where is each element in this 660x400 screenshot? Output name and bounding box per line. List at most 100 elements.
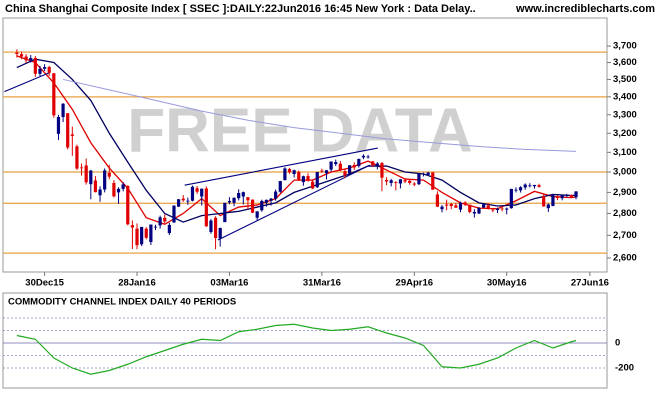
candle-body <box>181 198 185 201</box>
candle-body <box>394 182 398 183</box>
cci-title: COMMODITY CHANNEL INDEX DAILY 40 PERIODS <box>8 297 236 308</box>
candle-body <box>398 179 403 184</box>
candle-body <box>237 193 241 199</box>
candle-body <box>112 182 116 197</box>
y-tick-label: 2,600 <box>613 252 637 263</box>
candle-body <box>421 173 426 175</box>
source: www.incrediblecharts.com <box>515 3 655 15</box>
candle-body <box>495 208 500 211</box>
candle-body <box>408 180 412 183</box>
candle-body <box>431 172 435 190</box>
candle-body <box>75 146 79 169</box>
candle-body <box>560 195 564 199</box>
x-tick-label: 31Mar16 <box>303 278 341 289</box>
candle-body <box>361 155 366 158</box>
candle-body <box>177 199 181 207</box>
watermark: FREE DATA <box>127 96 473 165</box>
y-tick-label: -200 <box>615 363 634 374</box>
y-tick-label: 3,200 <box>613 128 637 139</box>
candle-body <box>551 195 555 207</box>
candle-body <box>426 172 430 175</box>
candle-body <box>546 204 550 209</box>
x-tick-label: 27Jun16 <box>571 278 609 289</box>
candle-body <box>334 162 338 165</box>
x-tick-label: 28Jan16 <box>118 278 156 289</box>
x-tick-label: 30May16 <box>487 278 527 289</box>
candle-body <box>417 173 421 185</box>
candle-body <box>324 170 329 174</box>
moving-average <box>62 78 577 152</box>
candle-body <box>158 217 162 226</box>
candle-body <box>107 172 111 177</box>
candle-body <box>463 202 467 205</box>
candle-body <box>315 172 319 188</box>
candle-body <box>149 224 153 243</box>
candle-body <box>144 228 148 238</box>
candle-body <box>195 188 199 192</box>
candle-body <box>84 165 88 183</box>
candle-body <box>532 184 537 187</box>
candle-body <box>116 188 121 193</box>
x-tick-label: 29Apr16 <box>396 278 434 289</box>
candle-body <box>223 202 227 223</box>
candle-body <box>56 116 61 134</box>
candle-body <box>565 194 569 196</box>
candle-body <box>204 188 208 227</box>
candle-body <box>380 163 384 178</box>
candle-body <box>482 204 486 208</box>
candle-body <box>320 170 324 172</box>
candle-body <box>357 158 361 167</box>
candle-body <box>126 186 130 225</box>
candle-body <box>472 211 476 214</box>
candle-body <box>509 188 513 209</box>
candle-body <box>555 196 560 199</box>
candle-body <box>52 73 56 116</box>
candle-body <box>301 176 305 183</box>
candle-body <box>227 200 232 203</box>
candle-body <box>338 163 342 171</box>
cci-line <box>16 323 577 375</box>
candle-body <box>477 208 481 214</box>
candle-body <box>287 169 292 173</box>
candle-body <box>412 183 416 185</box>
candle-body <box>440 206 444 210</box>
candle-body <box>172 205 176 223</box>
candle-body <box>274 191 278 199</box>
candle-body <box>449 203 453 207</box>
candle-body <box>569 195 574 197</box>
candle-body <box>140 226 144 245</box>
candle-body <box>186 200 190 202</box>
candle-body <box>135 228 139 246</box>
y-tick-label: 3,000 <box>613 167 637 178</box>
candle-body <box>505 208 509 210</box>
candle-body <box>528 185 532 187</box>
candle-body <box>232 197 236 203</box>
candle-body <box>98 189 102 196</box>
candle-body <box>269 198 273 201</box>
candle-body <box>343 171 347 176</box>
candle-body <box>250 199 255 213</box>
y-tick-label: 2,800 <box>613 208 637 219</box>
price-panel <box>2 17 608 273</box>
trend-line <box>4 72 50 93</box>
candle-body <box>24 56 28 61</box>
candle-body <box>278 181 282 192</box>
y-tick-label: 3,300 <box>613 109 637 120</box>
candle-body <box>435 194 439 207</box>
candle-body <box>121 184 125 189</box>
candle-body <box>311 181 315 189</box>
x-tick-label: 30Dec15 <box>25 278 64 289</box>
candle-body <box>103 170 107 190</box>
candle-body <box>29 58 33 61</box>
candle-body <box>537 185 541 187</box>
candle-body <box>38 68 42 74</box>
candle-body <box>190 186 195 201</box>
y-tick-label: 3,500 <box>613 74 637 85</box>
candle-body <box>389 180 393 183</box>
trend-line <box>184 147 378 186</box>
candle-body <box>454 205 458 208</box>
candle-body <box>153 226 158 228</box>
candle-body <box>89 170 93 185</box>
candle-body <box>375 163 379 167</box>
